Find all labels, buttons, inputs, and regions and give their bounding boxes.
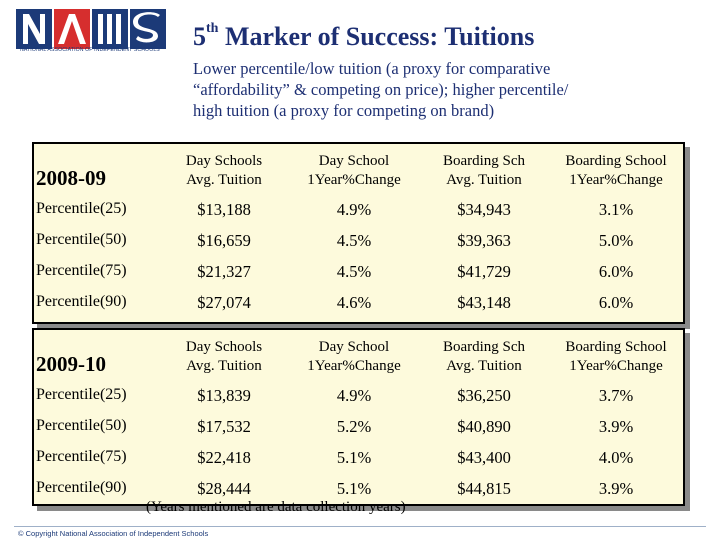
subtitle-line: high tuition (a proxy for competing on b…	[193, 101, 495, 120]
logo-caption: NATIONAL ASSOCIATION OF INDEPENDENT SCHO…	[20, 47, 160, 53]
table-cell: 4.0%	[598, 448, 634, 467]
table-cell: $21,327	[197, 262, 251, 281]
table-cell: 4.9%	[336, 386, 372, 405]
table-year: 2008-09	[36, 166, 106, 190]
column-header: Boarding Sch Avg. Tuition	[442, 153, 526, 188]
table-cell: $16,659	[197, 231, 251, 250]
copyright-text: © Copyright National Association of Inde…	[18, 529, 209, 538]
column-header: Boarding Sch Avg. Tuition	[442, 339, 526, 374]
table-cell: 5.1%	[336, 448, 372, 467]
title-text: Marker of Success: Tuitions	[218, 22, 535, 51]
title-suffix: th	[206, 21, 219, 36]
table-header-row: 2009-10 Day Schools Avg. Tuition Day Scho…	[34, 334, 683, 378]
slide-subtitle: Lower percentile/low tuition (a proxy fo…	[193, 58, 703, 121]
row-label: Percentile(25)	[36, 200, 127, 217]
table-cell: 3.1%	[598, 200, 634, 219]
table-cell: $27,074	[197, 293, 251, 312]
table-cell: $22,418	[197, 448, 251, 467]
slide-title: 5th Marker of Success: Tuitions	[193, 21, 535, 52]
table-cell: $39,363	[457, 231, 511, 250]
row-label: Percentile(25)	[36, 386, 127, 403]
title-number: 5	[193, 22, 206, 51]
table-cell: $13,839	[197, 386, 251, 405]
table-cell: 4.6%	[336, 293, 372, 312]
column-header: Day School 1Year%Change	[307, 339, 401, 374]
column-header: Boarding School 1Year%Change	[565, 339, 667, 374]
table-cell: $17,532	[197, 417, 251, 436]
tuition-table-2008-09: 2008-09 Day Schools Avg. Tuition Day Scho…	[32, 142, 685, 324]
subtitle-line: “affordability” & competing on price); h…	[193, 80, 569, 99]
nais-logo	[14, 6, 179, 58]
table-cell: 3.9%	[598, 417, 634, 436]
table-cell: $40,890	[457, 417, 511, 436]
subtitle-line: Lower percentile/low tuition (a proxy fo…	[193, 59, 551, 78]
table-cell: $34,943	[457, 200, 511, 219]
tuition-table-2009-10: 2009-10 Day Schools Avg. Tuition Day Scho…	[32, 328, 685, 506]
table-cell: 5.1%	[336, 479, 372, 498]
table-cell: 4.9%	[336, 200, 372, 219]
table-cell: 4.5%	[336, 231, 372, 250]
row-label: Percentile(90)	[36, 479, 127, 496]
table-cell: 6.0%	[598, 293, 634, 312]
table-cell: $43,148	[457, 293, 511, 312]
table-cell: 5.2%	[336, 417, 372, 436]
row-label: Percentile(90)	[36, 293, 127, 310]
table-header-row: 2008-09 Day Schools Avg. Tuition Day Scho…	[34, 148, 683, 192]
table-cell: 5.0%	[598, 231, 634, 250]
table-cell: $44,815	[457, 479, 511, 498]
table-cell: $36,250	[457, 386, 511, 405]
table-cell: 3.9%	[598, 479, 634, 498]
table-cell: 4.5%	[336, 262, 372, 281]
column-header: Day Schools Avg. Tuition	[185, 339, 263, 374]
row-label: Percentile(50)	[36, 231, 127, 248]
table-cell: $13,188	[197, 200, 251, 219]
table-cell: $41,729	[457, 262, 511, 281]
table-cell: 6.0%	[598, 262, 634, 281]
column-header: Day Schools Avg. Tuition	[185, 153, 263, 188]
table-cell: $28,444	[197, 479, 251, 498]
column-header: Day School 1Year%Change	[307, 153, 401, 188]
table-year: 2009-10	[36, 352, 106, 376]
table-cell: 3.7%	[598, 386, 634, 405]
footer-divider	[14, 526, 706, 527]
table-cell: $43,400	[457, 448, 511, 467]
row-label: Percentile(50)	[36, 417, 127, 434]
footnote: (Years mentioned are data collection yea…	[146, 499, 406, 515]
row-label: Percentile(75)	[36, 262, 127, 279]
column-header: Boarding School 1Year%Change	[565, 153, 667, 188]
row-label: Percentile(75)	[36, 448, 127, 465]
